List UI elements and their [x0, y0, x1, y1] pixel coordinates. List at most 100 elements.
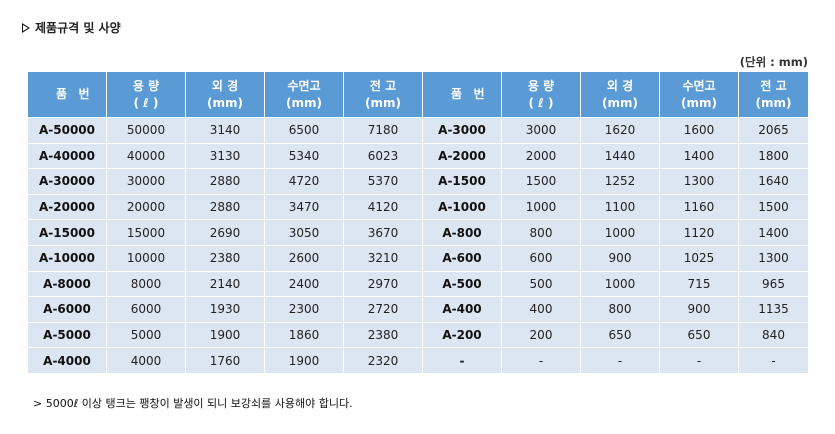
left-cell-capacity: 8000	[106, 270, 186, 298]
table-row: A-40000 40000 3130 5340 6023 A-2000 2000 1440 14…	[27, 142, 809, 170]
left-cell-water-height: 1900	[264, 347, 344, 374]
header-capacity: 용 량( ℓ )	[106, 71, 186, 118]
left-cell-code: A-10000	[27, 244, 107, 272]
right-cell-outer-diameter: 900	[580, 244, 660, 272]
right-cell-total-height: 840	[738, 321, 809, 349]
table-row: A-5000 5000 1900 1860 2380 A-200 200 650 650 840	[27, 321, 809, 349]
left-cell-capacity: 50000	[106, 117, 186, 144]
right-cell-outer-diameter: 1000	[580, 270, 660, 298]
right-cell-water-height: -	[659, 347, 739, 374]
left-cell-capacity: 15000	[106, 219, 186, 246]
left-cell-code: A-15000	[27, 219, 107, 246]
right-cell-outer-diameter: 1252	[580, 168, 660, 195]
table-row: A-4000 4000 1760 1900 2320- - - - -	[27, 347, 809, 374]
right-cell-water-height: 1120	[659, 219, 739, 246]
right-cell-total-height: 1640	[738, 168, 809, 195]
left-cell-total-height: 6023	[343, 142, 423, 170]
header-water-height-right: 수면고 (mm)	[659, 71, 739, 118]
right-cell-code: A-800	[422, 219, 502, 246]
right-cell-capacity: 400	[501, 296, 581, 323]
right-cell-total-height: 2065	[738, 117, 809, 144]
left-cell-outer-diameter: 1760	[185, 347, 265, 374]
left-cell-code: A-4000	[27, 347, 107, 374]
header-outer-diameter: 외 경 (mm)	[185, 71, 265, 118]
header-total-height-right: 전 고 (mm)	[738, 71, 809, 118]
left-cell-outer-diameter: 3130	[185, 142, 265, 170]
left-cell-capacity: 10000	[106, 244, 186, 272]
left-cell-water-height: 4720	[264, 168, 344, 195]
right-cell-code: A-400	[422, 296, 502, 323]
right-cell-water-height: 650	[659, 321, 739, 349]
right-cell-outer-diameter: 1620	[580, 117, 660, 144]
right-cell-outer-diameter: 1440	[580, 142, 660, 170]
right-cell-capacity: 200	[501, 321, 581, 349]
left-cell-water-height: 2400	[264, 270, 344, 298]
left-cell-total-height: 5370	[343, 168, 423, 195]
left-cell-water-height: 3050	[264, 219, 344, 246]
right-cell-water-height: 900	[659, 296, 739, 323]
right-cell-outer-diameter: -	[580, 347, 660, 374]
header-capacity-right: 용 량( ℓ )	[501, 71, 581, 118]
right-cell-capacity: 600	[501, 244, 581, 272]
left-cell-total-height: 4120	[343, 193, 423, 221]
left-cell-total-height: 2320	[343, 347, 423, 374]
left-cell-capacity: 4000	[106, 347, 186, 374]
triangle-right-icon	[22, 22, 30, 33]
right-cell-total-height: 1135	[738, 296, 809, 323]
left-cell-water-height: 2600	[264, 244, 344, 272]
right-cell-capacity: 800	[501, 219, 581, 246]
right-cell-water-height: 1160	[659, 193, 739, 221]
right-cell-capacity: -	[501, 347, 581, 374]
right-cell-total-height: 1500	[738, 193, 809, 221]
right-cell-code: A-3000	[422, 117, 502, 144]
left-cell-outer-diameter: 2380	[185, 244, 265, 272]
unit-label: (단위 : mm)	[739, 55, 808, 69]
left-cell-total-height: 3670	[343, 219, 423, 246]
right-cell-capacity: 500	[501, 270, 581, 298]
left-cell-outer-diameter: 2690	[185, 219, 265, 246]
section-title: 제품규격 및 사양	[22, 19, 121, 36]
right-cell-capacity: 2000	[501, 142, 581, 170]
right-cell-code: A-200	[422, 321, 502, 349]
right-cell-water-height: 1025	[659, 244, 739, 272]
table-row: A-20000 20000 2880 3470 4120 A-1000 1000 1100 11…	[27, 193, 809, 221]
left-cell-code: A-30000	[27, 168, 107, 195]
right-cell-outer-diameter: 1100	[580, 193, 660, 221]
left-cell-water-height: 1860	[264, 321, 344, 349]
left-cell-water-height: 2300	[264, 296, 344, 323]
note-text: > 5000ℓ 이상 탱크는 팽창이 발생이 되니 보강쇠를 사용해야 합니다.	[33, 397, 353, 410]
table-row: A-50000 50000 3140 6500 7180 A-3000 3000 1620 16…	[27, 117, 809, 144]
left-cell-capacity: 6000	[106, 296, 186, 323]
right-cell-water-height: 1400	[659, 142, 739, 170]
right-cell-water-height: 1600	[659, 117, 739, 144]
right-cell-code: -	[422, 347, 502, 374]
left-cell-total-height: 3210	[343, 244, 423, 272]
left-cell-water-height: 3470	[264, 193, 344, 221]
left-cell-code: A-20000	[27, 193, 107, 221]
table-row: A-30000 30000 2880 4720 5370 A-1500 1500 1252 13…	[27, 168, 809, 195]
right-cell-total-height: 1800	[738, 142, 809, 170]
left-cell-code: A-8000	[27, 270, 107, 298]
left-cell-capacity: 20000	[106, 193, 186, 221]
right-cell-code: A-500	[422, 270, 502, 298]
right-cell-code: A-1000	[422, 193, 502, 221]
right-cell-outer-diameter: 800	[580, 296, 660, 323]
left-cell-code: A-50000	[27, 117, 107, 144]
section-title-text: 제품규격 및 사양	[35, 21, 121, 35]
right-cell-code: A-1500	[422, 168, 502, 195]
left-cell-outer-diameter: 1900	[185, 321, 265, 349]
right-cell-total-height: -	[738, 347, 809, 374]
header-total-height: 전 고 (mm)	[343, 71, 423, 118]
left-cell-outer-diameter: 2880	[185, 193, 265, 221]
left-cell-outer-diameter: 1930	[185, 296, 265, 323]
right-cell-code: A-600	[422, 244, 502, 272]
left-cell-total-height: 2720	[343, 296, 423, 323]
left-cell-capacity: 5000	[106, 321, 186, 349]
right-cell-capacity: 3000	[501, 117, 581, 144]
left-cell-water-height: 6500	[264, 117, 344, 144]
left-cell-capacity: 30000	[106, 168, 186, 195]
left-cell-total-height: 2380	[343, 321, 423, 349]
